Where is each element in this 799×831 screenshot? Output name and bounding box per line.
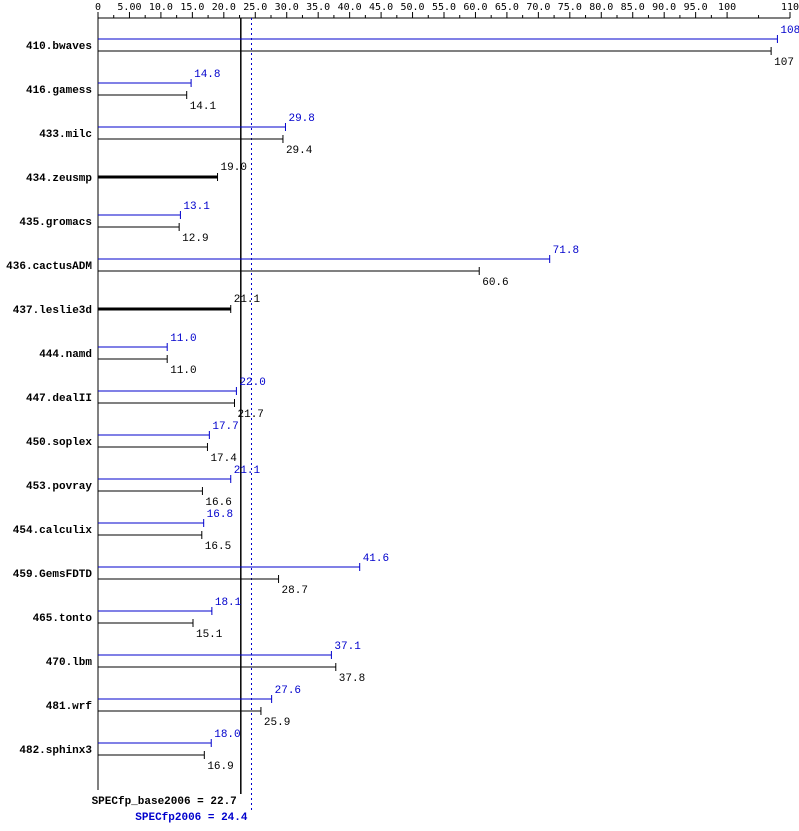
axis-tick-label: 65.0	[495, 2, 519, 13]
axis-tick-label: 15.0	[180, 2, 204, 13]
benchmark-value-base: 29.4	[286, 145, 313, 157]
axis-tick-label: 45.0	[369, 2, 393, 13]
benchmark-value-peak: 14.8	[194, 69, 220, 81]
benchmark-label: 454.calculix	[13, 525, 93, 537]
benchmark-label: 416.gamess	[26, 85, 92, 97]
axis-tick-label: 5.00	[117, 2, 141, 13]
benchmark-label: 437.leslie3d	[13, 305, 92, 317]
spec-chart-svg: 0 5.00 10.0 15.0 20.0 25.0 30.0 35.0 40.0 45.0 50.…	[0, 0, 799, 831]
benchmark-label: 436.cactusADM	[6, 261, 92, 273]
benchmark-value-peak: 27.6	[275, 685, 301, 697]
benchmark-value-base: 15.1	[196, 629, 223, 641]
benchmark-value-peak: 17.7	[212, 421, 238, 433]
axis-tick-label: 100	[718, 2, 736, 13]
benchmark-value-peak: 21.1	[234, 465, 261, 477]
benchmark-label: 470.lbm	[46, 657, 93, 669]
spec-chart-container: 0 5.00 10.0 15.0 20.0 25.0 30.0 35.0 40.0 45.0 50.…	[0, 0, 799, 831]
benchmark-value-base: 16.6	[205, 497, 231, 509]
benchmark-label: 447.dealII	[26, 393, 92, 405]
axis-tick-label: 90.0	[652, 2, 676, 13]
benchmark-value-peak: 11.0	[170, 333, 196, 345]
benchmark-value-base: 12.9	[182, 233, 208, 245]
benchmark-label: 410.bwaves	[26, 41, 92, 53]
axis-tick-label: 95.0	[684, 2, 708, 13]
benchmark-value-base: 28.7	[282, 585, 308, 597]
axis-tick-label: 70.0	[526, 2, 550, 13]
axis-tick-label: 85.0	[621, 2, 645, 13]
benchmark-label: 482.sphinx3	[19, 745, 92, 757]
benchmark-value-peak: 13.1	[183, 201, 210, 213]
axis-tick-label: 75.0	[558, 2, 582, 13]
benchmark-value-base: 60.6	[482, 277, 508, 289]
benchmark-label: 444.namd	[39, 349, 92, 361]
benchmark-value-peak: 18.1	[215, 597, 242, 609]
benchmark-value-base: 25.9	[264, 717, 290, 729]
benchmark-value-base: 37.8	[339, 673, 365, 685]
benchmark-value-base: 21.7	[238, 409, 264, 421]
benchmark-value-base: 16.5	[205, 541, 231, 553]
summary-peak-label: SPECfp2006 = 24.4	[135, 812, 248, 824]
benchmark-label: 481.wrf	[46, 701, 93, 713]
axis-tick-label: 30.0	[275, 2, 299, 13]
axis-tick-label: 35.0	[306, 2, 330, 13]
axis-tick-label: 50.0	[400, 2, 424, 13]
benchmark-value-peak: 22.0	[239, 377, 265, 389]
axis-tick-label: 55.0	[432, 2, 456, 13]
axis-tick-label: 40.0	[338, 2, 362, 13]
benchmark-value-peak: 108	[780, 25, 799, 37]
benchmark-value-peak: 18.0	[214, 729, 240, 741]
benchmark-label: 453.povray	[26, 481, 92, 493]
benchmark-value-single: 19.0	[221, 162, 247, 174]
benchmark-value-base: 107	[774, 57, 794, 69]
benchmark-label: 433.milc	[39, 129, 92, 141]
summary-base-label: SPECfp_base2006 = 22.7	[92, 796, 237, 808]
benchmark-value-peak: 16.8	[207, 509, 233, 521]
benchmark-value-peak: 71.8	[553, 245, 579, 257]
benchmark-label: 459.GemsFDTD	[13, 569, 93, 581]
benchmark-label: 465.tonto	[33, 613, 93, 625]
axis-tick-label: 10.0	[149, 2, 173, 13]
benchmark-value-peak: 41.6	[363, 553, 389, 565]
benchmark-value-base: 11.0	[170, 365, 196, 377]
benchmark-label: 435.gromacs	[19, 217, 92, 229]
benchmark-label: 434.zeusmp	[26, 173, 92, 185]
axis-tick-label: 20.0	[212, 2, 236, 13]
benchmark-label: 450.soplex	[26, 437, 92, 449]
axis-tick-label: 80.0	[589, 2, 613, 13]
axis-tick-label: 25.0	[243, 2, 267, 13]
axis-tick-label: 60.0	[463, 2, 487, 13]
benchmark-value-base: 14.1	[190, 101, 217, 113]
axis-tick-label: 0	[95, 2, 101, 13]
benchmark-value-single: 21.1	[234, 294, 261, 306]
axis-tick-label: 110	[781, 2, 799, 13]
benchmark-value-base: 16.9	[207, 761, 233, 773]
benchmark-value-base: 17.4	[210, 453, 237, 465]
benchmark-value-peak: 29.8	[288, 113, 314, 125]
benchmark-value-peak: 37.1	[334, 641, 361, 653]
